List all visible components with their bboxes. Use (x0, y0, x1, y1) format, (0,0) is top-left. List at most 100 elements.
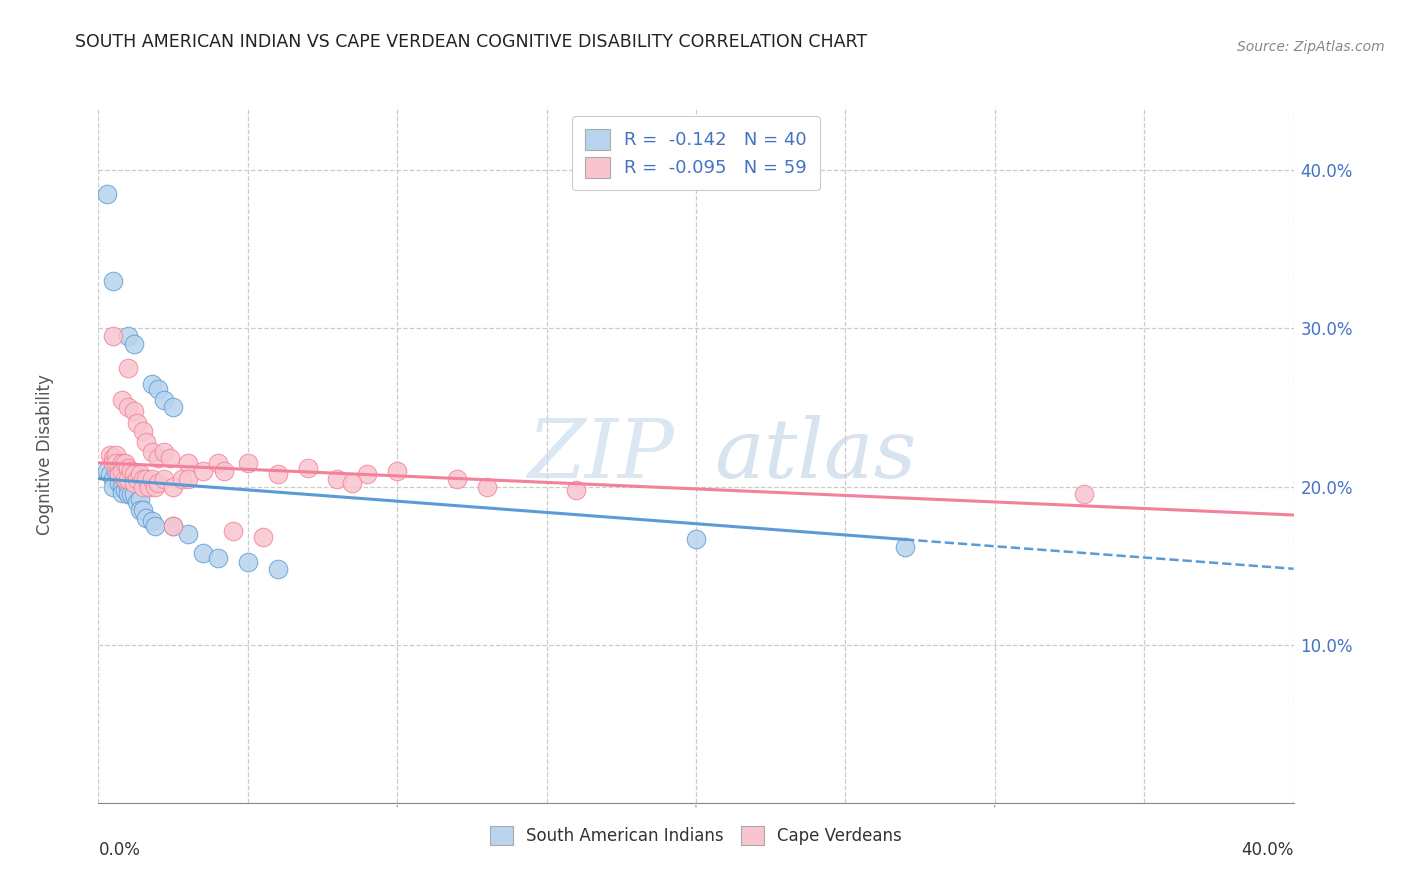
Point (108, 467, 131, 481)
Point (132, 503, 155, 517)
Point (111, 456, 134, 470)
Point (148, 382, 170, 396)
Point (124, 476, 146, 491)
Point (103, 456, 125, 470)
Point (326, 472, 349, 486)
Point (191, 546, 214, 560)
Text: Cognitive Disability: Cognitive Disability (35, 375, 53, 535)
Point (141, 376, 163, 391)
Point (111, 464, 134, 478)
Point (96, 464, 118, 478)
Point (207, 456, 229, 470)
Point (177, 456, 200, 470)
Point (120, 487, 142, 501)
Point (565, 483, 588, 497)
Point (108, 468, 131, 483)
Point (141, 472, 163, 486)
Point (162, 519, 184, 533)
Point (252, 530, 274, 544)
Point (153, 472, 176, 486)
Point (162, 519, 184, 533)
Point (103, 479, 125, 493)
Point (129, 467, 152, 481)
Text: ZIP: ZIP (527, 415, 673, 495)
Point (135, 472, 157, 486)
Point (108, 460, 131, 475)
Point (111, 392, 134, 407)
Point (103, 274, 125, 288)
Point (446, 472, 468, 486)
Point (135, 435, 157, 450)
Point (177, 472, 200, 486)
Point (117, 487, 139, 501)
Point (143, 479, 166, 493)
Point (98, 448, 122, 462)
Point (105, 448, 128, 462)
Text: Source: ZipAtlas.com: Source: ZipAtlas.com (1237, 40, 1385, 54)
Point (114, 472, 136, 486)
Point (117, 401, 139, 415)
Point (114, 483, 136, 497)
Point (111, 479, 134, 493)
Point (141, 444, 163, 458)
Point (105, 456, 128, 470)
Point (685, 532, 707, 546)
Legend: South American Indians, Cape Verdeans: South American Indians, Cape Verdeans (478, 814, 914, 857)
Point (117, 479, 139, 493)
Point (103, 472, 125, 486)
Point (129, 503, 152, 517)
Point (162, 401, 184, 415)
Point (98, 467, 122, 481)
Text: atlas: atlas (714, 415, 917, 495)
Point (475, 479, 498, 493)
Point (124, 337, 146, 351)
Point (236, 556, 259, 570)
Point (127, 495, 149, 509)
Point (212, 464, 235, 478)
Point (894, 540, 917, 554)
Point (96, 186, 118, 201)
Point (108, 476, 131, 491)
Point (138, 479, 160, 493)
Point (103, 451, 125, 466)
Point (124, 487, 146, 501)
Point (124, 467, 146, 481)
Point (117, 360, 139, 375)
Point (105, 456, 128, 470)
Point (117, 472, 139, 486)
Point (148, 476, 170, 491)
Point (267, 467, 290, 481)
Point (222, 524, 245, 538)
Point (148, 451, 170, 466)
Point (132, 479, 155, 493)
Point (141, 514, 163, 528)
Point (267, 562, 290, 576)
Point (177, 527, 200, 541)
Point (153, 444, 176, 458)
Point (342, 476, 364, 491)
Point (297, 460, 319, 475)
Point (207, 550, 229, 565)
Point (103, 329, 125, 343)
Point (120, 472, 142, 486)
Text: 40.0%: 40.0% (1241, 841, 1294, 859)
Point (1073, 487, 1095, 501)
Point (191, 464, 214, 478)
Point (111, 486, 134, 500)
Point (127, 472, 149, 486)
Point (117, 329, 139, 343)
Point (114, 472, 136, 486)
Point (132, 424, 155, 438)
Point (117, 460, 139, 475)
Point (159, 451, 181, 466)
Point (385, 464, 409, 478)
Point (132, 472, 155, 486)
Point (114, 456, 136, 470)
Text: SOUTH AMERICAN INDIAN VS CAPE VERDEAN COGNITIVE DISABILITY CORRELATION CHART: SOUTH AMERICAN INDIAN VS CAPE VERDEAN CO… (75, 33, 866, 52)
Point (236, 456, 259, 470)
Point (162, 479, 184, 493)
Point (135, 511, 157, 525)
Point (129, 492, 152, 507)
Point (172, 472, 194, 486)
Point (120, 464, 142, 478)
